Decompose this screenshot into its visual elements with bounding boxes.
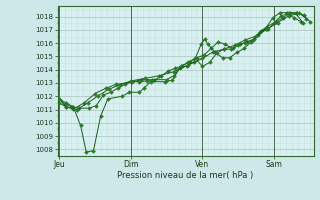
X-axis label: Pression niveau de la mer( hPa ): Pression niveau de la mer( hPa ) xyxy=(117,171,254,180)
